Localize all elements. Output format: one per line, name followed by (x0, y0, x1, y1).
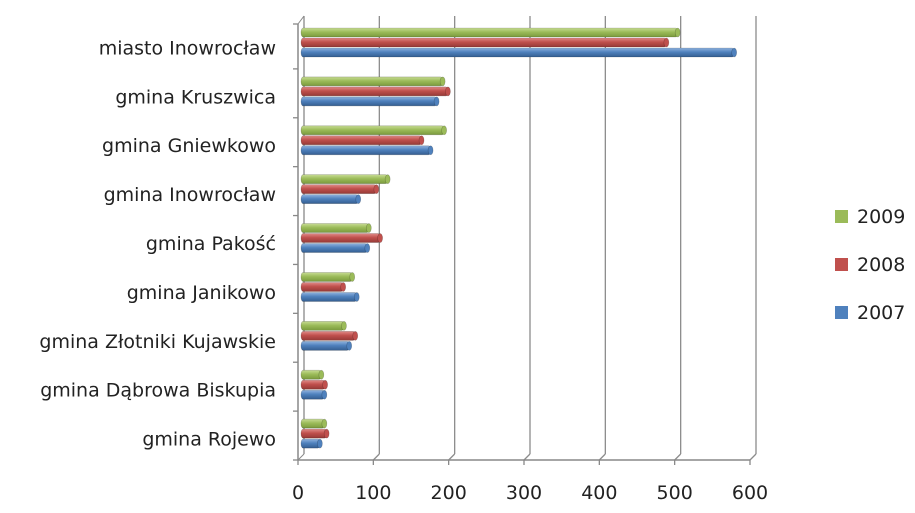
bar-2007-4 (300, 243, 368, 253)
bar-2007-7 (300, 389, 325, 400)
x-tick-label: 200 (431, 482, 467, 504)
bar-2008-7 (300, 379, 326, 390)
bar-2009-6 (300, 321, 345, 331)
legend-label-2008: 2008 (857, 254, 905, 276)
bar-cap (731, 47, 737, 58)
bar-cap (340, 282, 346, 292)
bar-2008-4 (300, 233, 381, 243)
gridlines (372, 16, 757, 461)
bar-2009-2 (300, 125, 445, 136)
bar-2008-6 (300, 331, 356, 341)
bar-2009-7 (300, 369, 322, 380)
category-label: miasto Inowrocław (99, 37, 276, 59)
bar-2007-2 (300, 145, 431, 156)
bar-cap (364, 243, 371, 253)
category-label: gmina Pakość (146, 233, 276, 255)
category-label: gmina Gniewkowo (102, 135, 276, 157)
bar-cap (445, 86, 451, 97)
bar-cap (321, 389, 328, 400)
bar-cap (373, 184, 380, 194)
category-label: gmina Janikowo (127, 282, 276, 304)
bar-2009-4 (300, 223, 370, 233)
bar-2008-5 (300, 282, 344, 292)
bar-2009-0 (300, 27, 678, 38)
legend: 2009 2008 2007 (835, 206, 905, 324)
bar-cap (346, 341, 353, 351)
bar-2007-8 (300, 438, 321, 449)
x-tick-label: 600 (732, 482, 768, 504)
x-tick-label: 0 (292, 482, 304, 504)
category-label: gmina Kruszwica (115, 86, 276, 108)
bar-2007-6 (300, 341, 350, 351)
x-tick-label: 400 (581, 482, 617, 504)
bar-cap (365, 223, 372, 233)
bar-cap (355, 194, 362, 204)
bar-cap (439, 76, 446, 87)
legend-label-2007: 2007 (857, 302, 905, 324)
bar-2007-0 (300, 47, 735, 58)
bar-2008-8 (300, 428, 327, 439)
bar-cap (353, 292, 360, 302)
bar-2008-1 (300, 86, 449, 97)
x-tick-label: 100 (355, 482, 391, 504)
bar-cap (384, 174, 391, 184)
bar-cap (441, 125, 447, 136)
category-label: gmina Dąbrowa Biskupia (40, 380, 276, 402)
bar-cap (663, 37, 670, 48)
bar-cap (341, 321, 347, 331)
bar-2009-8 (300, 418, 325, 429)
x-tick-label: 500 (657, 482, 693, 504)
bar-2008-3 (300, 184, 377, 194)
bar-cap (349, 272, 356, 282)
bar-2008-2 (300, 135, 422, 146)
legend-swatch-2008 (835, 258, 848, 271)
bar-2009-3 (300, 174, 388, 184)
bar-cap (674, 27, 681, 38)
bar-2009-5 (300, 272, 353, 282)
bar-2009-1 (300, 76, 443, 87)
bar-cap (323, 428, 330, 439)
bar-2007-1 (300, 96, 437, 107)
category-label: gmina Rojewo (142, 429, 276, 451)
bar-2007-5 (300, 292, 358, 302)
category-label: gmina Złotniki Kujawskie (39, 331, 276, 353)
bar-cap (427, 145, 434, 156)
x-tick-label: 300 (506, 482, 542, 504)
bar-cap (317, 438, 323, 449)
bar-cap (321, 418, 328, 429)
bar-cap (322, 379, 328, 390)
legend-swatch-2007 (835, 306, 848, 319)
bar-cap (418, 135, 425, 146)
labels: 0 100 200 300 400 500 600 miasto Inowrocław gmin… (39, 37, 768, 504)
category-label: gmina Inowrocław (104, 184, 276, 206)
bars (300, 27, 737, 449)
legend-swatch-2009 (835, 210, 848, 223)
bar-cap (377, 233, 383, 243)
bar-2008-0 (300, 37, 667, 48)
legend-label-2009: 2009 (857, 206, 905, 228)
bar-cap (433, 96, 440, 107)
bar-cap (352, 331, 359, 341)
bar-2007-3 (300, 194, 359, 204)
bar-cap (318, 369, 325, 380)
